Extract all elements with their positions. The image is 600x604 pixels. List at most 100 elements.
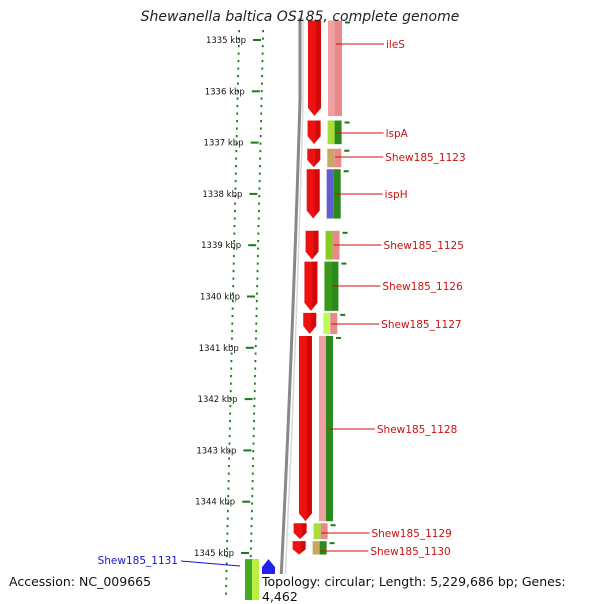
- ruler-dot: [258, 202, 260, 205]
- ruler-dot: [252, 435, 255, 438]
- ruler-dot: [236, 112, 239, 115]
- ruler-dot: [252, 442, 255, 445]
- ruler-dot: [234, 195, 237, 198]
- ruler-dot: [232, 270, 235, 273]
- gene-label: Shew185_1131: [98, 555, 178, 567]
- ruler-dot: [236, 90, 239, 93]
- ruler-dot: [236, 120, 238, 123]
- ruler-tick-label: 1335 kbp: [206, 36, 246, 46]
- ruler-dot: [256, 270, 259, 273]
- feature-track-block: [327, 120, 335, 145]
- ruler-dot: [254, 367, 257, 370]
- ruler-dot: [234, 180, 237, 183]
- ruler-dot: [252, 457, 255, 460]
- ruler-dot: [232, 262, 235, 265]
- ruler-dot: [232, 255, 235, 258]
- ruler-dot: [251, 480, 254, 483]
- ruler-dot: [250, 532, 253, 535]
- gene-arrow-shade: [306, 335, 312, 519]
- ruler-dot: [225, 570, 228, 573]
- feature-track-block: [326, 169, 334, 219]
- gene-label: ileS: [386, 39, 405, 51]
- ruler-dot: [235, 135, 238, 138]
- ruler-dot: [261, 60, 264, 63]
- ruler-dot: [236, 105, 239, 108]
- gene-arrow-shade: [300, 541, 306, 553]
- ruler-dot: [237, 67, 240, 70]
- feature-track-block: [320, 523, 328, 540]
- ruler-dot: [230, 352, 233, 355]
- backbone-inner-line: [283, 18, 304, 600]
- ruler-dot: [260, 90, 263, 93]
- ruler-dot: [254, 352, 257, 355]
- ruler-dot: [251, 487, 254, 490]
- ruler-dot: [227, 495, 230, 498]
- gene-arrow-shade: [313, 230, 319, 258]
- ruler-dot: [261, 67, 264, 70]
- ruler-dot: [255, 315, 258, 318]
- ruler-dot: [260, 97, 263, 100]
- ruler-dot: [252, 465, 254, 468]
- ruler-dot: [253, 390, 256, 393]
- ruler-dot: [236, 97, 239, 100]
- ruler-dot: [232, 285, 235, 288]
- ruler-dot: [233, 232, 236, 235]
- ruler-tick-label: 1336 kbp: [205, 87, 245, 97]
- ruler-dot: [237, 82, 239, 85]
- backbone-outer-line: [278, 18, 302, 600]
- ruler-dot: [252, 427, 255, 430]
- feature-track-block: [334, 20, 342, 116]
- ruler-dot: [261, 82, 263, 85]
- ruler-dot: [251, 495, 254, 498]
- ruler-dot: [257, 247, 259, 250]
- ruler-dot: [257, 232, 260, 235]
- ruler-dot: [259, 165, 261, 168]
- ruler-dot: [230, 367, 233, 370]
- ruler-dot: [250, 525, 253, 528]
- ruler-dot: [250, 547, 252, 550]
- ruler-dot: [229, 420, 231, 423]
- gene-label: Shew185_1128: [377, 424, 457, 436]
- ruler-dots: [225, 30, 265, 595]
- ruler-tick-label: 1342 kbp: [198, 395, 238, 405]
- feature-track-block: [327, 148, 335, 168]
- ruler-dot: [231, 337, 233, 340]
- ruler-dot: [253, 420, 255, 423]
- feature-track-block: [319, 541, 327, 555]
- ruler-dot: [227, 472, 230, 475]
- ruler-dot: [227, 480, 230, 483]
- ruler-dot: [229, 405, 232, 408]
- ruler-tick-label: 1344 kbp: [195, 498, 235, 508]
- gene-arrow-shade: [312, 261, 318, 309]
- ruler-dot: [229, 390, 232, 393]
- ruler-dot: [226, 540, 229, 543]
- feature-track-block: [324, 261, 332, 311]
- ruler-dot: [237, 75, 239, 78]
- ruler-dot: [230, 345, 233, 348]
- gene-arrows: [262, 20, 321, 600]
- ruler-dot: [259, 142, 262, 145]
- ruler-dot: [235, 150, 238, 153]
- ruler-dot: [251, 510, 253, 513]
- ruler-dot: [253, 397, 256, 400]
- gene-label: Shew185_1129: [371, 528, 451, 540]
- ruler: 1335 kbp 1336 kbp 1337 kbp 1338 kbp 1339 kbp…: [194, 36, 261, 559]
- ruler-dot: [254, 375, 256, 378]
- ruler-dot: [228, 427, 231, 430]
- ruler-dot: [227, 502, 229, 505]
- feature-track-block: [334, 120, 342, 145]
- ruler-dot: [258, 210, 260, 213]
- ruler-dot: [230, 375, 232, 378]
- ruler-dot: [226, 525, 229, 528]
- ruler-dot: [229, 397, 232, 400]
- gene-arrow-shade: [315, 148, 321, 166]
- ruler-dot: [257, 225, 260, 228]
- ruler-dot: [238, 37, 240, 40]
- ruler-dot: [260, 105, 263, 108]
- gene-label: Shew185_1130: [370, 546, 450, 558]
- ruler-dot: [256, 285, 259, 288]
- ruler-dot: [225, 577, 228, 580]
- ruler-tick-label: 1341 kbp: [199, 344, 239, 354]
- ruler-dot: [235, 142, 238, 145]
- gene-arrow-shade: [314, 169, 320, 217]
